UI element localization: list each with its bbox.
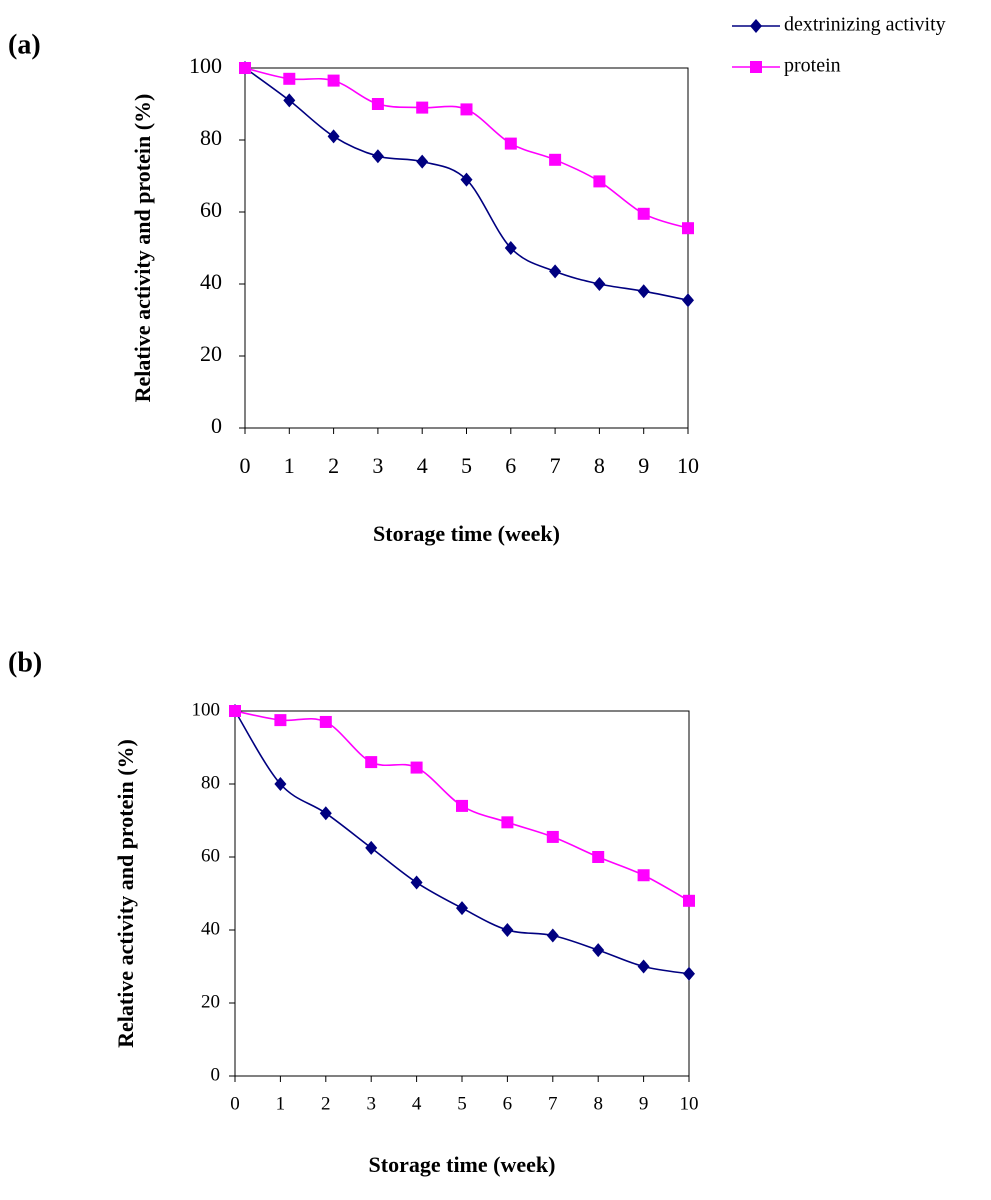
x-tick-label: 2 — [328, 453, 339, 478]
data-point — [365, 840, 378, 855]
data-point — [593, 175, 606, 188]
data-point — [592, 851, 605, 863]
panel-label: (b) — [8, 647, 42, 678]
data-point — [456, 901, 468, 916]
y-axis-title: Relative activity and protein (%) — [113, 739, 138, 1048]
x-tick-label: 6 — [505, 453, 516, 478]
data-point — [637, 284, 650, 299]
data-point — [327, 129, 340, 144]
data-point — [410, 761, 423, 774]
x-tick-label: 6 — [503, 1093, 513, 1114]
x-axis-title: Storage time (week) — [369, 1152, 556, 1177]
data-point — [504, 137, 517, 150]
data-point — [239, 62, 251, 74]
data-point — [460, 103, 473, 116]
data-point — [416, 101, 429, 114]
data-point — [274, 777, 287, 791]
data-point — [683, 894, 695, 907]
x-tick-label: 3 — [366, 1093, 376, 1114]
data-point — [683, 966, 695, 981]
data-point — [319, 715, 332, 728]
data-point — [365, 756, 378, 769]
legend-label: protein — [784, 55, 841, 77]
data-point — [319, 806, 332, 821]
data-point — [501, 923, 514, 937]
data-point — [593, 277, 606, 291]
data-point — [549, 153, 562, 166]
x-tick-label: 4 — [417, 453, 428, 478]
x-tick-label: 9 — [639, 1093, 649, 1114]
x-tick-label: 5 — [461, 453, 472, 478]
x-tick-label: 2 — [321, 1093, 331, 1114]
data-point — [546, 928, 559, 943]
data-point — [592, 943, 605, 958]
x-tick-label: 5 — [457, 1093, 467, 1114]
legend-label: dextrinizing activity — [784, 14, 946, 36]
data-point — [410, 875, 423, 890]
data-point — [682, 293, 694, 308]
data-point — [637, 869, 650, 882]
legend-marker — [750, 19, 762, 33]
data-point — [682, 222, 694, 235]
x-axis-title: Storage time (week) — [373, 521, 560, 546]
y-tick-label: 0 — [211, 413, 222, 438]
y-tick-label: 0 — [211, 1064, 221, 1085]
y-tick-label: 80 — [201, 772, 220, 793]
data-point — [371, 149, 384, 164]
series-line — [244, 67, 689, 229]
data-point — [546, 830, 559, 843]
x-tick-label: 7 — [550, 453, 561, 478]
series-line — [234, 710, 690, 975]
y-tick-label: 60 — [201, 845, 220, 866]
x-tick-label: 8 — [593, 1093, 603, 1114]
x-tick-label: 1 — [276, 1093, 286, 1114]
data-point — [549, 264, 562, 279]
x-tick-label: 0 — [240, 453, 251, 478]
y-tick-label: 60 — [200, 197, 222, 222]
data-point — [283, 93, 296, 108]
x-tick-label: 8 — [594, 453, 605, 478]
data-point — [229, 705, 241, 717]
data-point — [456, 799, 468, 812]
data-point — [274, 714, 287, 727]
data-point — [416, 154, 429, 169]
panel-label: (a) — [8, 29, 41, 60]
x-tick-label: 10 — [677, 453, 699, 478]
y-tick-label: 80 — [200, 125, 222, 150]
y-tick-label: 40 — [200, 269, 222, 294]
x-tick-label: 4 — [412, 1093, 422, 1114]
data-point — [460, 172, 473, 187]
data-point — [327, 74, 340, 87]
y-axis-title: Relative activity and protein (%) — [130, 94, 155, 403]
data-point — [371, 98, 384, 110]
y-tick-label: 20 — [200, 341, 222, 366]
data-point — [637, 207, 650, 220]
data-point — [637, 959, 650, 974]
legend-marker — [750, 61, 762, 73]
x-tick-label: 7 — [548, 1093, 558, 1114]
y-tick-label: 100 — [192, 699, 221, 720]
x-tick-label: 3 — [372, 453, 383, 478]
y-tick-label: 40 — [201, 918, 220, 939]
plot-frame — [244, 67, 689, 429]
y-tick-label: 20 — [201, 991, 220, 1012]
x-tick-label: 10 — [680, 1093, 699, 1114]
x-tick-label: 0 — [230, 1093, 240, 1114]
x-tick-label: 9 — [638, 453, 649, 478]
data-point — [504, 241, 517, 255]
x-tick-label: 1 — [284, 453, 295, 478]
data-point — [283, 72, 296, 85]
data-point — [501, 816, 514, 829]
plot-frame — [234, 710, 690, 1077]
y-tick-label: 100 — [189, 53, 222, 78]
